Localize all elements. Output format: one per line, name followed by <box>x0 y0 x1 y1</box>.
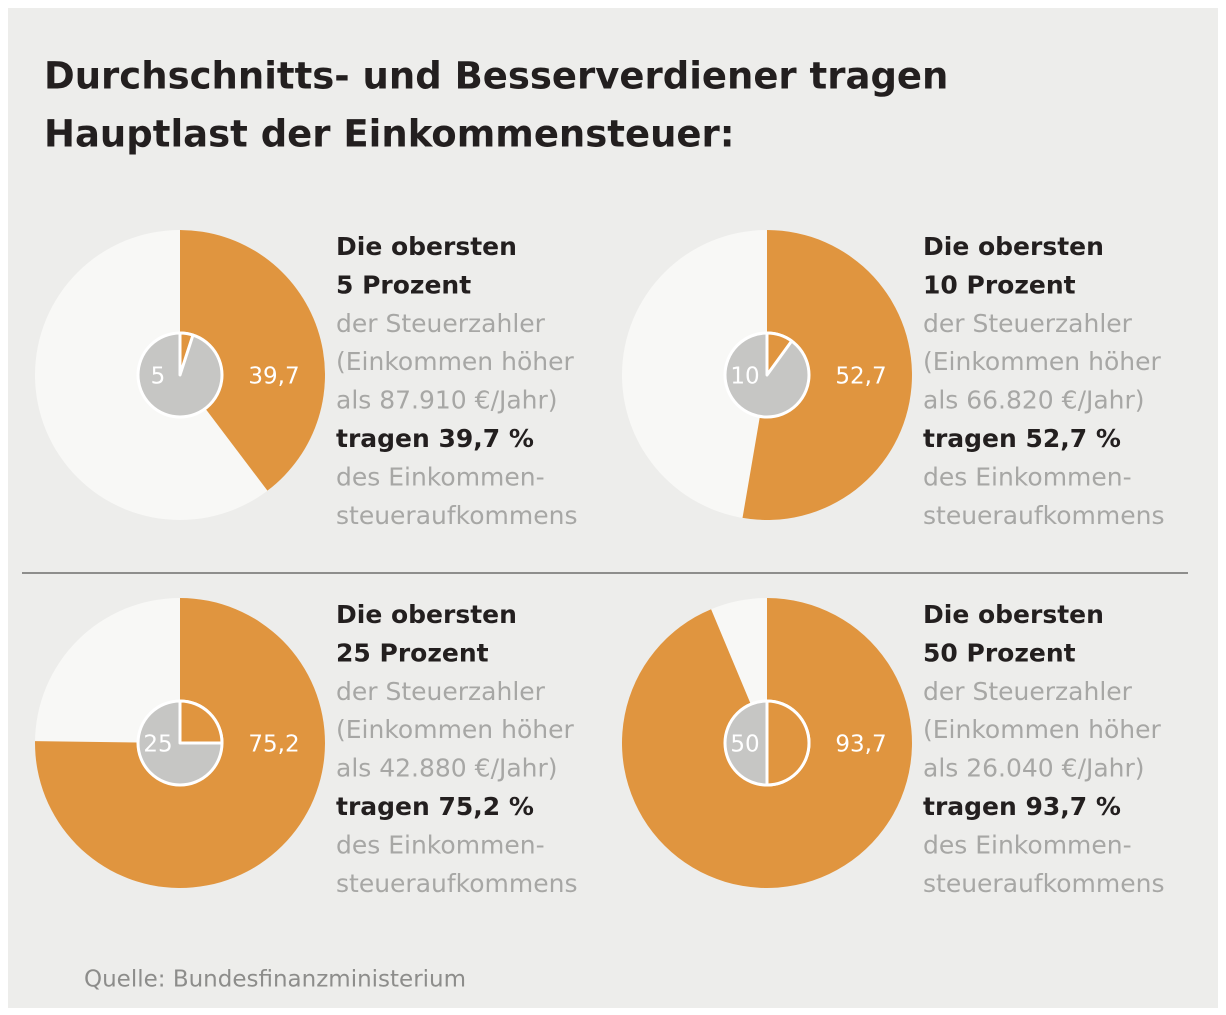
value-label: 39,7 <box>248 364 299 390</box>
detail-line: der Steuerzahler <box>336 677 546 706</box>
detail-line: (Einkommen höher <box>923 715 1161 744</box>
highlight-line: tragen 39,7 % <box>336 424 534 453</box>
infographic: Durchschnitts- und Besserverdiener trage… <box>0 0 1226 1015</box>
footer-line: steueraufkommens <box>923 501 1165 530</box>
inner-value-label: 5 <box>151 364 166 390</box>
heading-line: 25 Prozent <box>336 638 489 667</box>
value-label: 52,7 <box>835 364 886 390</box>
detail-line: (Einkommen höher <box>336 347 574 376</box>
title-line: Durchschnitts- und Besserverdiener trage… <box>44 55 948 98</box>
inner-value-label: 25 <box>143 732 172 758</box>
highlight-line: tragen 75,2 % <box>336 792 534 821</box>
highlight-line: tragen 52,7 % <box>923 424 1121 453</box>
heading-line: 50 Prozent <box>923 638 1076 667</box>
heading-line: Die obersten <box>923 232 1104 261</box>
detail-line: als 26.040 €/Jahr) <box>923 754 1145 783</box>
footer-line: des Einkommen- <box>336 462 545 491</box>
source: Quelle: Bundesfinanzministerium <box>84 967 466 993</box>
detail-line: (Einkommen höher <box>923 347 1161 376</box>
detail-line: der Steuerzahler <box>923 309 1133 338</box>
detail-line: der Steuerzahler <box>336 309 546 338</box>
footer-line: des Einkommen- <box>923 462 1132 491</box>
value-label: 93,7 <box>835 732 886 758</box>
footer-line: steueraufkommens <box>336 869 578 898</box>
detail-line: als 87.910 €/Jahr) <box>336 386 558 415</box>
footer-line: steueraufkommens <box>336 501 578 530</box>
detail-line: als 66.820 €/Jahr) <box>923 386 1145 415</box>
title-line: Hauptlast der Einkommensteuer: <box>44 113 735 156</box>
detail-line: (Einkommen höher <box>336 715 574 744</box>
footer-line: des Einkommen- <box>923 830 1132 859</box>
heading-line: Die obersten <box>923 600 1104 629</box>
highlight-line: tragen 93,7 % <box>923 792 1121 821</box>
heading-line: 10 Prozent <box>923 270 1076 299</box>
heading-line: 5 Prozent <box>336 270 471 299</box>
heading-line: Die obersten <box>336 232 517 261</box>
footer-line: des Einkommen- <box>336 830 545 859</box>
footer-line: steueraufkommens <box>923 869 1165 898</box>
inner-value-label: 50 <box>730 732 759 758</box>
inner-value-label: 10 <box>730 364 759 390</box>
detail-line: als 42.880 €/Jahr) <box>336 754 558 783</box>
detail-line: der Steuerzahler <box>923 677 1133 706</box>
heading-line: Die obersten <box>336 600 517 629</box>
value-label: 75,2 <box>248 732 299 758</box>
